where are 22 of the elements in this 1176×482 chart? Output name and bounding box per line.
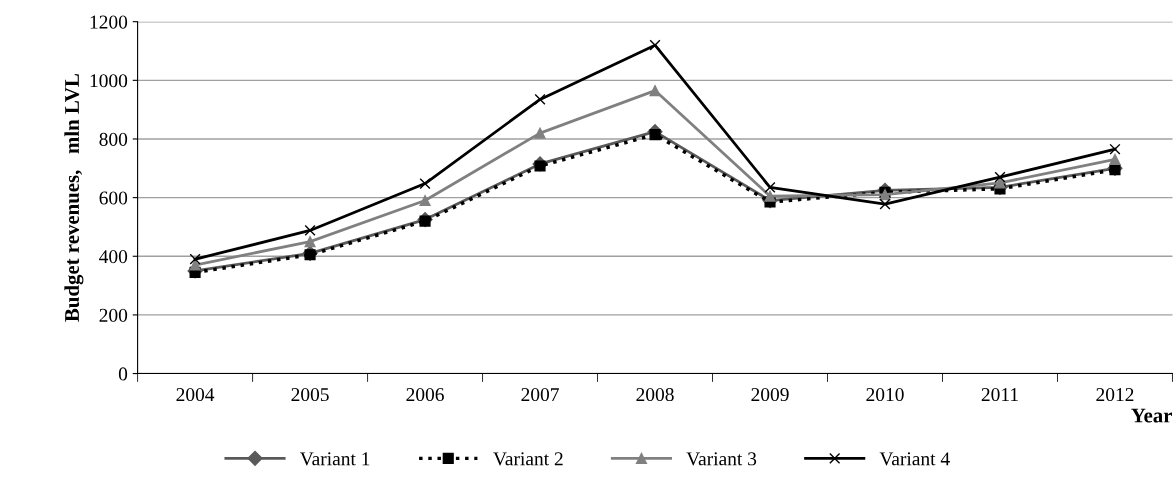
x-tick-label: 2004 (176, 388, 215, 402)
y-tick-label: 800 (99, 132, 128, 146)
x-tick-label: 2005 (291, 388, 329, 402)
legend-label: Variant 4 (879, 452, 950, 466)
y-axis-title: Budget revenues, mln LVL (64, 74, 84, 322)
x-tick-label: 2009 (751, 388, 789, 402)
y-tick-label: 1000 (90, 74, 128, 88)
x-tick-label: 2010 (866, 388, 904, 402)
x-tick-label: 2008 (636, 388, 674, 402)
y-tick-label: 0 (118, 367, 128, 381)
x-tick-label: 2006 (406, 388, 444, 402)
y-tick-label: 400 (99, 250, 128, 264)
y-tick-label: 1200 (90, 15, 128, 29)
legend-label: Variant 3 (686, 452, 757, 466)
y-tick-label: 600 (99, 191, 128, 205)
x-tick-label: 2012 (1096, 388, 1134, 402)
x-tick-label: 2011 (981, 388, 1018, 402)
legend-label: Variant 2 (493, 452, 563, 466)
x-axis-title: Year (1131, 408, 1173, 423)
legend-label: Variant 1 (299, 452, 370, 466)
y-tick-label: 200 (99, 308, 128, 322)
x-tick-label: 2007 (521, 388, 559, 402)
